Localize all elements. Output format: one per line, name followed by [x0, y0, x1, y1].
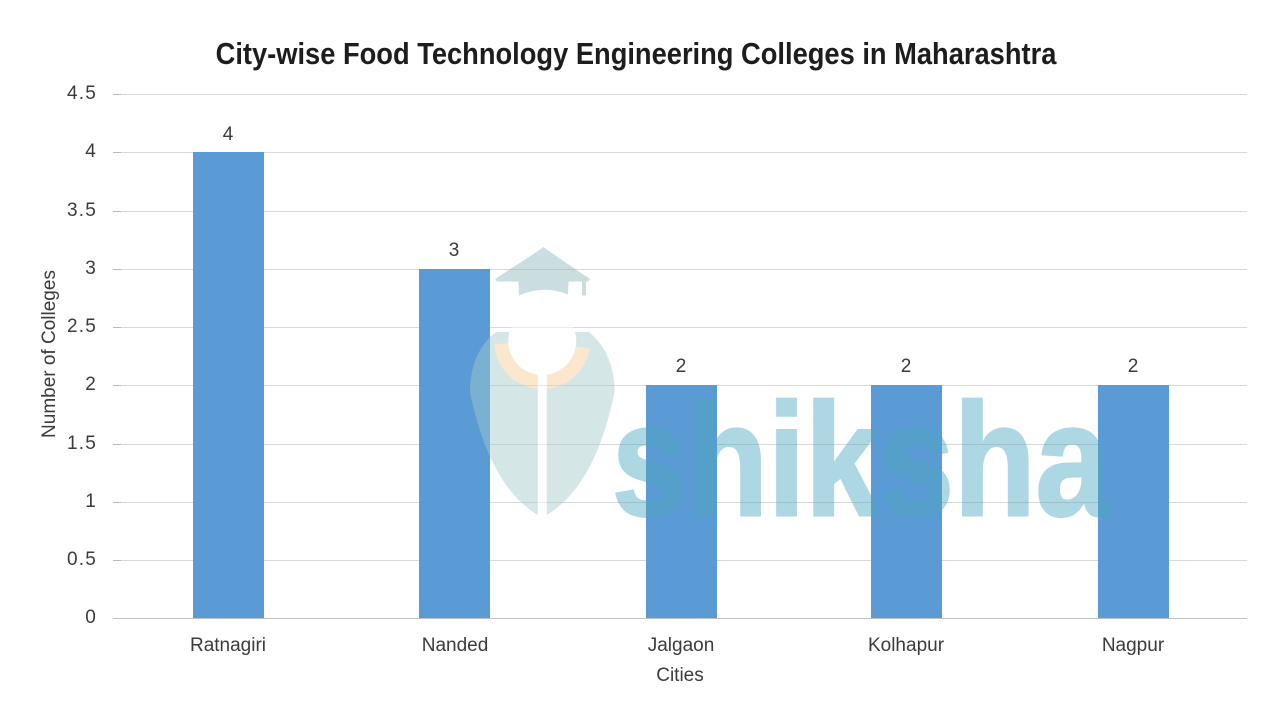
svg-text:shiksha: shiksha [612, 370, 1111, 549]
